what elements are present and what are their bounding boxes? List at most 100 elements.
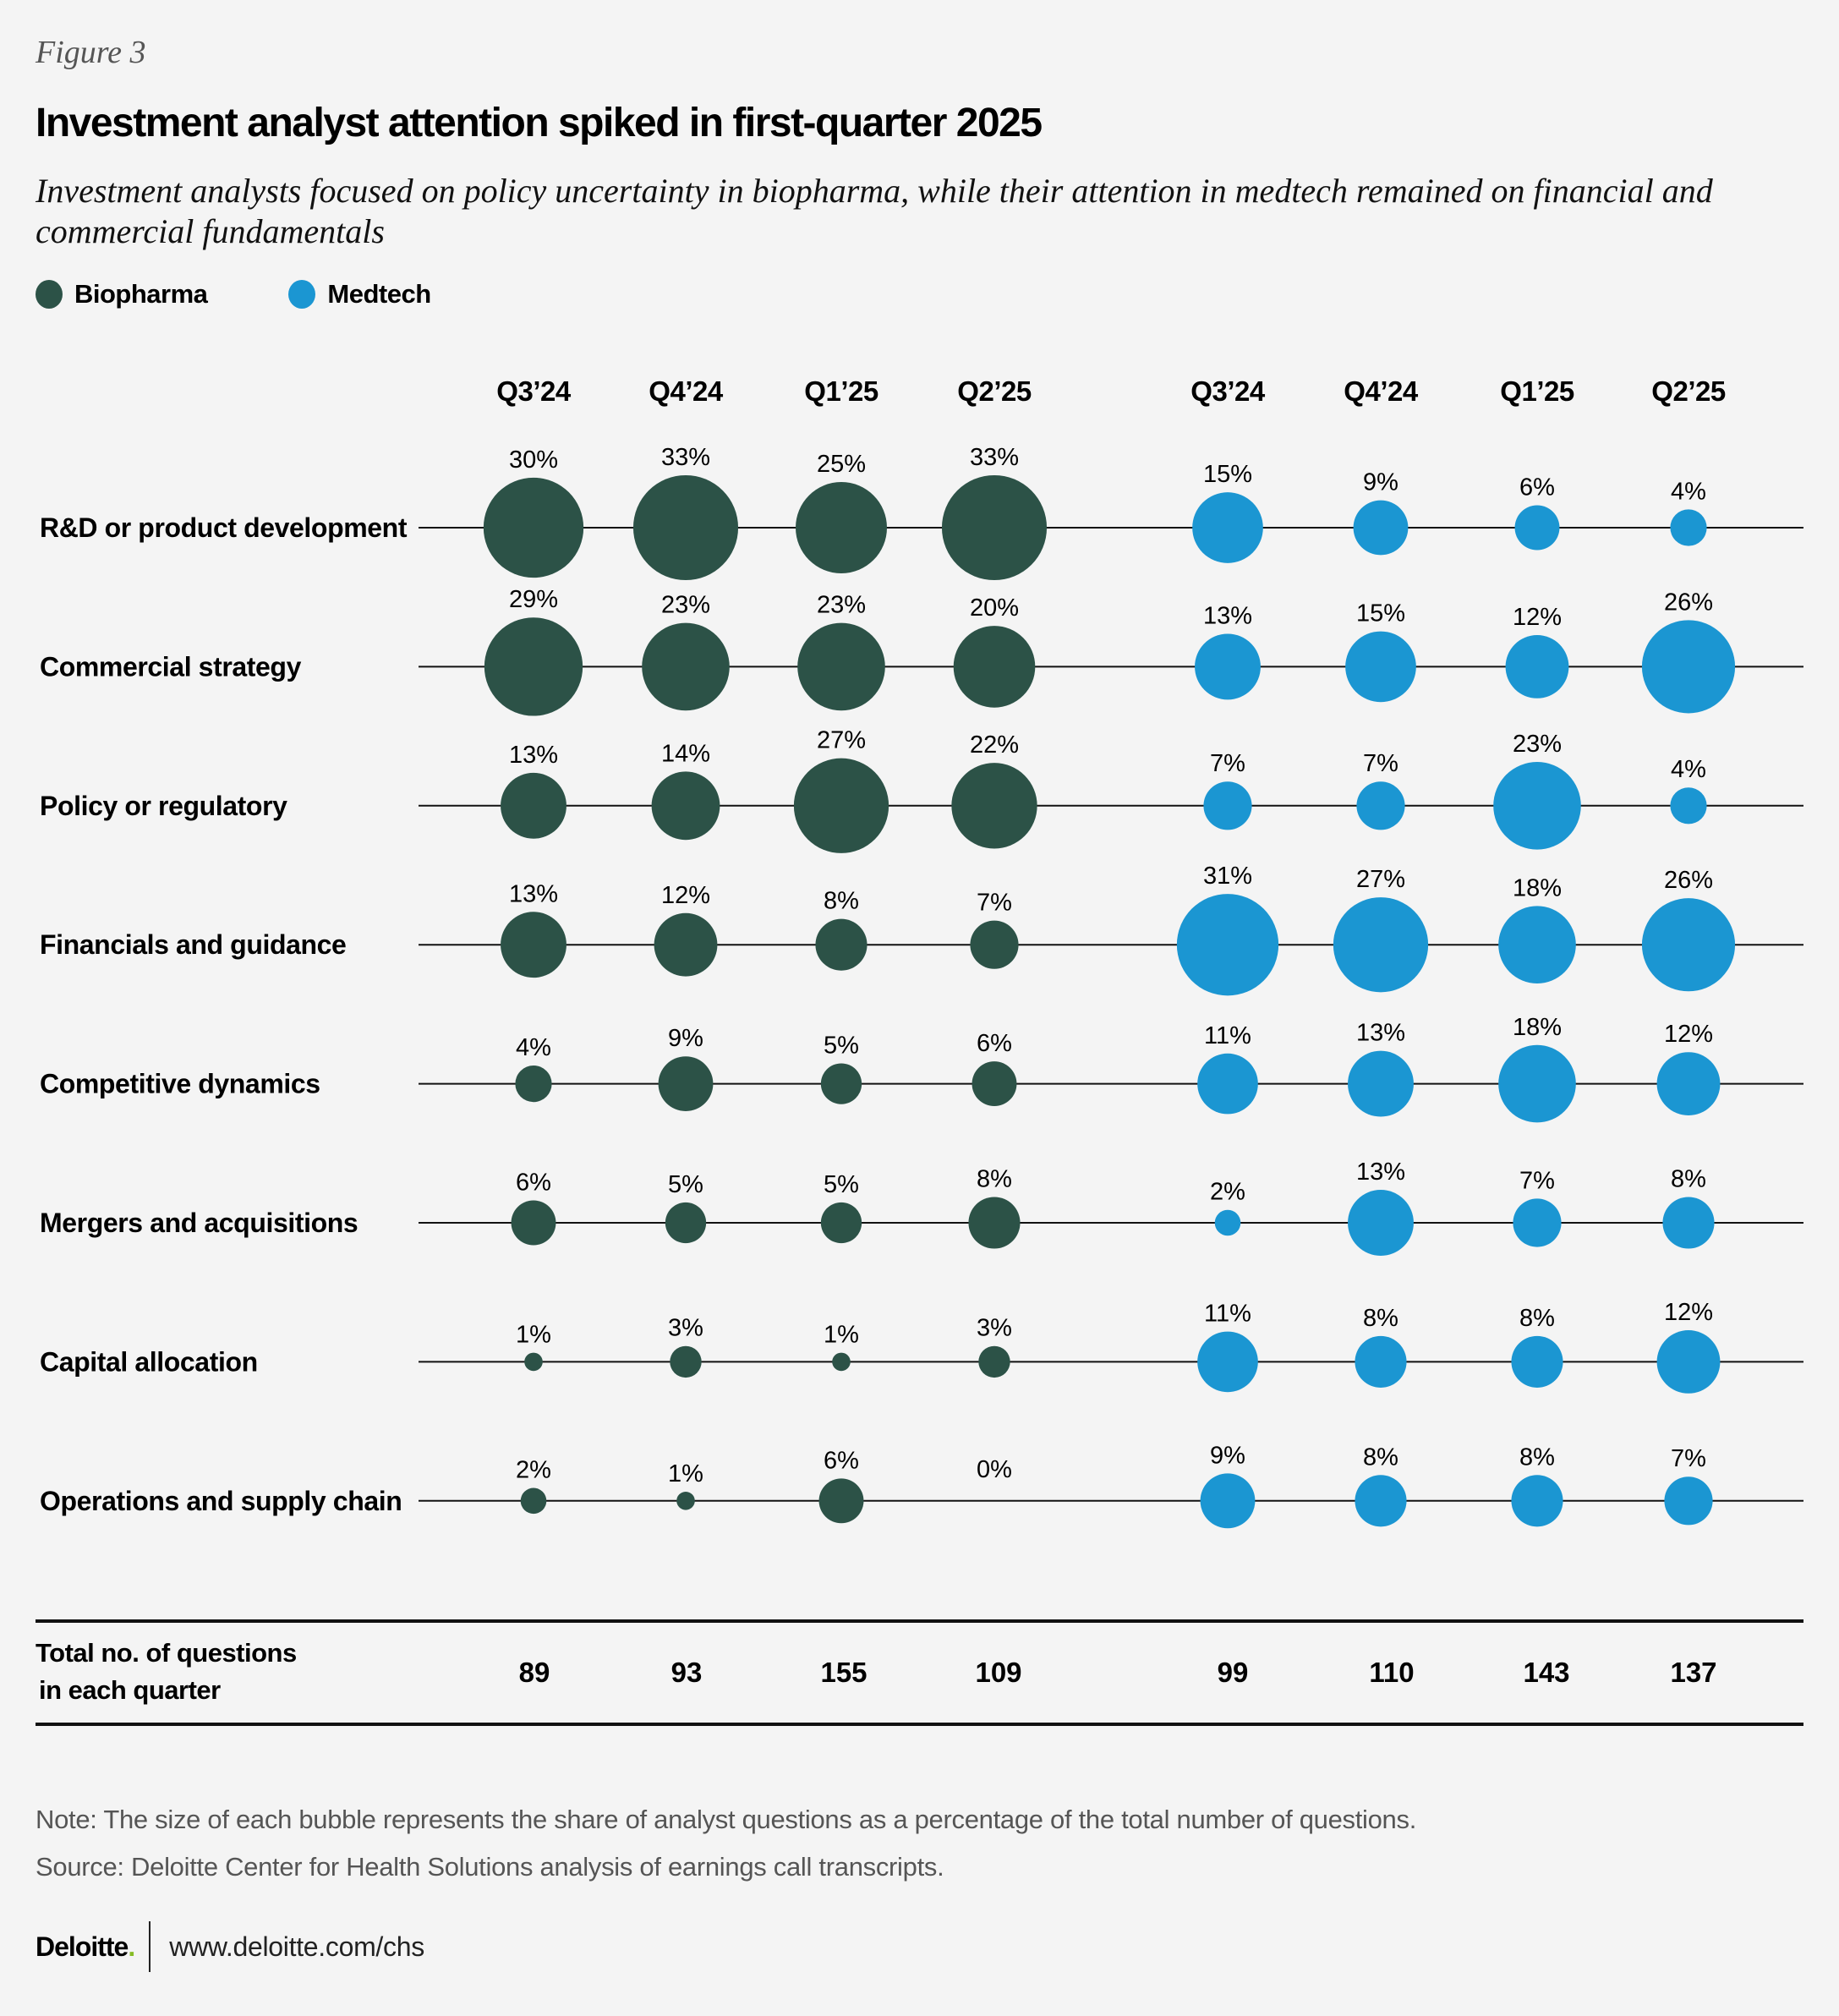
bubble-medtech <box>1197 1331 1258 1393</box>
row-label: Competitive dynamics <box>40 1069 320 1099</box>
bubble-biopharma <box>520 1487 547 1515</box>
value-label: 33% <box>970 444 1019 471</box>
column-header-biopharma-3: Q2’25 <box>957 375 1032 407</box>
value-label: 3% <box>668 1315 703 1342</box>
value-label: 8% <box>824 888 859 915</box>
bubble-biopharma <box>968 1197 1021 1249</box>
bubble-biopharma <box>632 474 739 581</box>
source-text: Source: Deloitte Center for Health Solut… <box>36 1852 944 1882</box>
value-label: 9% <box>1210 1442 1245 1469</box>
bubble-biopharma <box>971 1061 1017 1107</box>
value-label: 5% <box>668 1171 703 1198</box>
total-value-medtech: 99 <box>1218 1657 1249 1688</box>
bubble-biopharma <box>654 912 718 977</box>
value-label: 6% <box>824 1447 859 1474</box>
total-value-biopharma: 93 <box>671 1657 703 1688</box>
value-label: 20% <box>970 594 1019 622</box>
bubble-biopharma <box>793 758 889 853</box>
row-label: Financials and guidance <box>40 929 346 960</box>
bubble-medtech <box>1641 898 1736 992</box>
row-label: Commercial strategy <box>40 651 302 682</box>
bubble-medtech <box>1511 1335 1563 1388</box>
legend-item-medtech: Medtech <box>288 279 431 310</box>
bubble-biopharma <box>796 482 887 573</box>
totals-label-line-1: Total no. of questions <box>36 1638 297 1668</box>
bubble-medtech <box>1333 897 1429 993</box>
value-label: 1% <box>824 1322 859 1349</box>
value-label: 11% <box>1204 1301 1251 1328</box>
legend-label-biopharma: Biopharma <box>74 279 208 309</box>
bubble-biopharma <box>820 1063 862 1104</box>
bubble-medtech <box>1498 906 1576 984</box>
bubble-biopharma <box>501 912 566 978</box>
bubble-medtech <box>1356 781 1405 830</box>
total-value-biopharma: 89 <box>519 1657 550 1688</box>
bubble-medtech <box>1197 1053 1258 1115</box>
value-label: 12% <box>1513 604 1562 631</box>
note-text: Note: The size of each bubble represents… <box>36 1805 1417 1834</box>
value-label: 2% <box>516 1457 551 1484</box>
bubble-biopharma <box>820 1202 862 1244</box>
bubble-biopharma <box>483 477 584 578</box>
row-label: Mergers and acquisitions <box>40 1208 358 1238</box>
value-label: 13% <box>509 880 558 907</box>
value-label: 7% <box>1363 750 1398 777</box>
bubble-biopharma <box>953 626 1036 708</box>
value-label: 12% <box>1664 1021 1713 1048</box>
totals-bottom-rule <box>36 1723 1803 1726</box>
bubble-medtech <box>1200 1473 1256 1529</box>
value-label: 3% <box>977 1315 1012 1342</box>
value-label: 14% <box>661 740 710 767</box>
bubble-medtech <box>1493 762 1581 850</box>
column-header-medtech-3: Q2’25 <box>1651 375 1726 407</box>
bubble-biopharma <box>970 920 1019 969</box>
row-label: Capital allocation <box>40 1346 258 1377</box>
value-label: 1% <box>516 1322 551 1349</box>
total-value-biopharma: 109 <box>975 1657 1021 1688</box>
bubble-biopharma <box>501 772 566 839</box>
value-label: 27% <box>817 727 866 754</box>
column-header-medtech-2: Q1’25 <box>1500 375 1574 407</box>
value-label: 6% <box>516 1170 551 1197</box>
value-label: 6% <box>1519 474 1555 501</box>
bubble-medtech <box>1670 787 1707 824</box>
footer-url[interactable]: www.deloitte.com/chs <box>169 1931 424 1962</box>
value-label: 9% <box>668 1025 703 1052</box>
column-header-medtech-0: Q3’24 <box>1190 375 1266 407</box>
bubble-medtech <box>1662 1197 1715 1249</box>
value-label: 8% <box>1671 1165 1706 1192</box>
legend-label-medtech: Medtech <box>327 279 431 309</box>
value-label: 11% <box>1204 1022 1251 1049</box>
figure-label: Figure 3 <box>36 35 146 70</box>
value-label: 7% <box>1210 750 1245 777</box>
value-label: 29% <box>509 586 558 613</box>
value-label: 13% <box>1356 1159 1405 1186</box>
value-label: 15% <box>1356 600 1405 627</box>
bubble-medtech <box>1505 634 1569 698</box>
bubble-medtech <box>1514 505 1560 551</box>
bubble-biopharma <box>524 1352 543 1372</box>
bubble-medtech <box>1192 492 1263 563</box>
bubble-biopharma <box>676 1492 695 1510</box>
bubble-biopharma <box>797 622 885 711</box>
bubble-medtech <box>1656 1329 1721 1394</box>
value-label: 13% <box>1356 1020 1405 1047</box>
bubble-medtech <box>1513 1198 1562 1247</box>
bubble-biopharma <box>941 474 1048 581</box>
value-label: 8% <box>1519 1444 1555 1471</box>
chart-title: Investment analyst attention spiked in f… <box>36 101 1043 145</box>
value-label: 4% <box>516 1034 551 1061</box>
value-label: 30% <box>509 446 558 474</box>
value-label: 2% <box>1210 1179 1245 1206</box>
value-label: 4% <box>1671 756 1706 783</box>
column-header-medtech-1: Q4’24 <box>1344 375 1419 407</box>
legend-item-biopharma: Biopharma <box>36 279 208 310</box>
value-label: 5% <box>824 1032 859 1059</box>
total-value-biopharma: 155 <box>820 1657 867 1688</box>
chart-subtitle: Investment analysts focused on policy un… <box>36 172 1713 250</box>
footer: Deloitte. www.deloitte.com/chs <box>36 1921 424 1972</box>
value-label: 7% <box>977 890 1012 917</box>
value-label: 8% <box>1363 1444 1398 1471</box>
value-label: 13% <box>1203 602 1252 629</box>
total-value-medtech: 137 <box>1670 1657 1716 1688</box>
